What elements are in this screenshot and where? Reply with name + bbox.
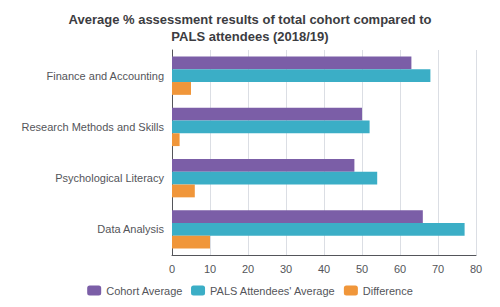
svg-text:20: 20 <box>242 263 254 275</box>
svg-text:50: 50 <box>356 263 368 275</box>
svg-text:PALS attendees (2018/19): PALS attendees (2018/19) <box>171 29 328 44</box>
svg-text:40: 40 <box>318 263 330 275</box>
svg-text:Average % assessment results o: Average % assessment results of total co… <box>69 12 432 27</box>
svg-text:10: 10 <box>204 263 216 275</box>
svg-text:Cohort Average: Cohort Average <box>106 285 182 297</box>
svg-text:80: 80 <box>470 263 482 275</box>
svg-text:Research Methods and Skills: Research Methods and Skills <box>22 121 165 133</box>
svg-text:Data Analysis: Data Analysis <box>97 223 164 235</box>
svg-text:PALS Attendees' Average: PALS Attendees' Average <box>210 285 335 297</box>
svg-text:Difference: Difference <box>363 285 413 297</box>
svg-text:Psychological Literacy: Psychological Literacy <box>55 172 164 184</box>
svg-text:30: 30 <box>280 263 292 275</box>
svg-text:0: 0 <box>169 263 175 275</box>
svg-text:Finance and Accounting: Finance and Accounting <box>47 70 164 82</box>
svg-text:60: 60 <box>394 263 406 275</box>
svg-text:70: 70 <box>432 263 444 275</box>
